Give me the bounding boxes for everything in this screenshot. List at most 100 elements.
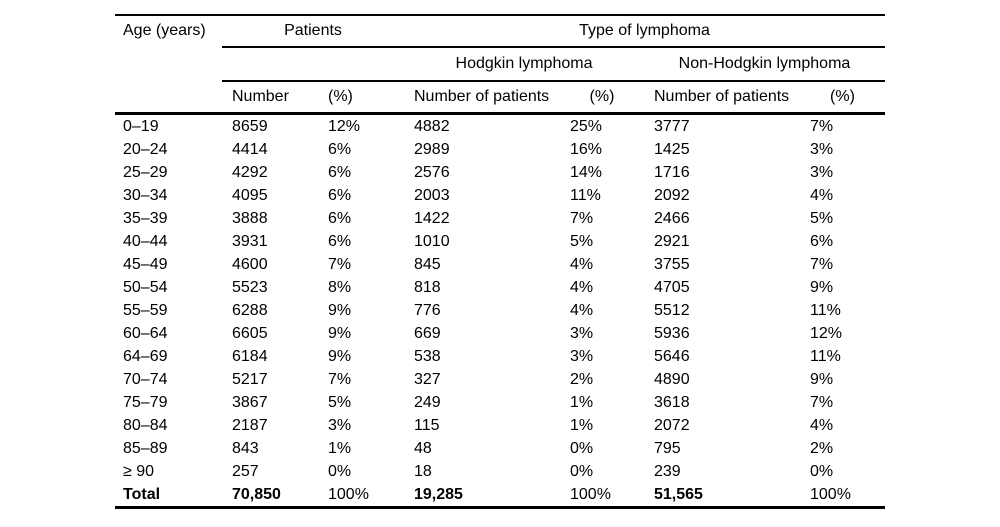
table-row: 75–79 3867 5% 249 1% 3618 7% [115, 391, 885, 414]
col-group-type-of-lymphoma: Type of lymphoma [579, 22, 710, 39]
header-row-subgroups: Hodgkin lymphoma Non-Hodgkin lymphoma [115, 48, 885, 80]
age-cell: 35–39 [123, 209, 168, 227]
hodgkin-number-cell: 4882 [414, 117, 450, 135]
col-header-non-hodgkin-number: Number of patients [654, 88, 790, 105]
col-header-hodgkin-pct: (%) [589, 88, 615, 105]
patients-pct-cell: 100% [328, 485, 369, 503]
hodgkin-number-cell: 818 [414, 278, 441, 296]
non-hodgkin-number-cell: 4890 [654, 370, 690, 388]
table-row: 50–54 5523 8% 818 4% 4705 9% [115, 276, 885, 299]
patients-number-cell: 6605 [232, 324, 268, 342]
table-row: 80–84 2187 3% 115 1% 2072 4% [115, 414, 885, 437]
lymphoma-age-distribution-table: Age (years) Patients Type of lymphoma Ho… [115, 14, 885, 509]
hodgkin-pct-cell: 3% [570, 324, 594, 342]
hodgkin-number-cell: 669 [414, 324, 441, 342]
non-hodgkin-pct-cell: 7% [810, 255, 834, 273]
patients-pct-cell: 8% [328, 278, 352, 296]
hodgkin-number-cell: 19,285 [414, 485, 463, 503]
non-hodgkin-number-cell: 3618 [654, 393, 690, 411]
non-hodgkin-pct-cell: 2% [810, 439, 834, 457]
patients-number-cell: 257 [232, 462, 259, 480]
patients-number-cell: 4095 [232, 186, 268, 204]
hodgkin-number-cell: 18 [414, 462, 432, 480]
age-cell: 60–64 [123, 324, 168, 342]
hodgkin-number-cell: 538 [414, 347, 441, 365]
patients-number-cell: 6184 [232, 347, 268, 365]
hodgkin-number-cell: 115 [414, 416, 440, 434]
table-row: 35–39 3888 6% 1422 7% 2466 5% [115, 207, 885, 230]
non-hodgkin-pct-cell: 11% [810, 347, 841, 365]
patients-number-cell: 843 [232, 439, 259, 457]
age-cell: 40–44 [123, 232, 168, 250]
hodgkin-pct-cell: 14% [570, 163, 603, 181]
col-header-hodgkin-number: Number of patients [414, 88, 550, 105]
col-header-age: Age (years) [123, 22, 206, 39]
patients-pct-cell: 7% [328, 255, 352, 273]
col-header-pct-patients: (%) [328, 88, 353, 105]
table-bottom-rule [115, 506, 885, 509]
hodgkin-number-cell: 1010 [414, 232, 450, 250]
patients-number-cell: 3867 [232, 393, 268, 411]
patients-pct-cell: 9% [328, 347, 352, 365]
non-hodgkin-number-cell: 1716 [654, 163, 690, 181]
patients-number-cell: 70,850 [232, 485, 281, 503]
non-hodgkin-pct-cell: 7% [810, 117, 834, 135]
patients-pct-cell: 12% [328, 117, 361, 135]
non-hodgkin-number-cell: 1425 [654, 140, 690, 158]
non-hodgkin-pct-cell: 9% [810, 370, 834, 388]
non-hodgkin-pct-cell: 100% [810, 485, 851, 503]
non-hodgkin-number-cell: 5512 [654, 301, 690, 319]
hodgkin-number-cell: 845 [414, 255, 441, 273]
non-hodgkin-pct-cell: 6% [810, 232, 834, 250]
hodgkin-pct-cell: 4% [570, 255, 594, 273]
age-cell: 75–79 [123, 393, 168, 411]
table-row: 70–74 5217 7% 327 2% 4890 9% [115, 368, 885, 391]
non-hodgkin-number-cell: 4705 [654, 278, 690, 296]
table-row: 40–44 3931 6% 1010 5% 2921 6% [115, 230, 885, 253]
hodgkin-pct-cell: 0% [570, 462, 594, 480]
non-hodgkin-number-cell: 795 [654, 439, 681, 457]
patients-pct-cell: 7% [328, 370, 352, 388]
patients-type-underline-rule [222, 46, 885, 48]
hodgkin-pct-cell: 0% [570, 439, 594, 457]
hodgkin-pct-cell: 100% [570, 485, 611, 503]
table-row: 64–69 6184 9% 538 3% 5646 11% [115, 345, 885, 368]
non-hodgkin-pct-cell: 7% [810, 393, 834, 411]
age-cell: 45–49 [123, 255, 168, 273]
hodgkin-pct-cell: 11% [570, 186, 601, 204]
table-row: 55–59 6288 9% 776 4% 5512 11% [115, 299, 885, 322]
age-cell: 25–29 [123, 163, 168, 181]
hodgkin-pct-cell: 3% [570, 347, 594, 365]
age-cell: 30–34 [123, 186, 168, 204]
hodgkin-number-cell: 48 [414, 439, 432, 457]
patients-pct-cell: 6% [328, 232, 352, 250]
non-hodgkin-number-cell: 2921 [654, 232, 690, 250]
col-header-number: Number [232, 88, 289, 105]
non-hodgkin-pct-cell: 11% [810, 301, 841, 319]
hodgkin-number-cell: 776 [414, 301, 441, 319]
age-cell: 0–19 [123, 117, 159, 135]
patients-number-cell: 4600 [232, 255, 268, 273]
col-group-hodgkin: Hodgkin lymphoma [455, 55, 593, 72]
patients-number-cell: 5523 [232, 278, 268, 296]
non-hodgkin-number-cell: 2466 [654, 209, 690, 227]
patients-pct-cell: 9% [328, 301, 352, 319]
non-hodgkin-pct-cell: 0% [810, 462, 834, 480]
patients-pct-cell: 5% [328, 393, 352, 411]
hodgkin-pct-cell: 4% [570, 278, 594, 296]
col-group-patients: Patients [284, 22, 342, 39]
patients-number-cell: 2187 [232, 416, 268, 434]
non-hodgkin-pct-cell: 4% [810, 416, 834, 434]
non-hodgkin-number-cell: 2072 [654, 416, 690, 434]
patients-number-cell: 4414 [232, 140, 268, 158]
table-row: 0–19 8659 12% 4882 25% 3777 7% [115, 115, 885, 138]
patients-pct-cell: 6% [328, 209, 352, 227]
header-row-groups: Age (years) Patients Type of lymphoma [115, 16, 885, 46]
age-cell: 64–69 [123, 347, 168, 365]
patients-number-cell: 8659 [232, 117, 268, 135]
age-cell: Total [123, 485, 161, 503]
patients-number-cell: 4292 [232, 163, 268, 181]
hodgkin-pct-cell: 4% [570, 301, 594, 319]
table-body: 0–19 8659 12% 4882 25% 3777 7% 20–24 441… [115, 115, 885, 506]
age-cell: 20–24 [123, 140, 168, 158]
